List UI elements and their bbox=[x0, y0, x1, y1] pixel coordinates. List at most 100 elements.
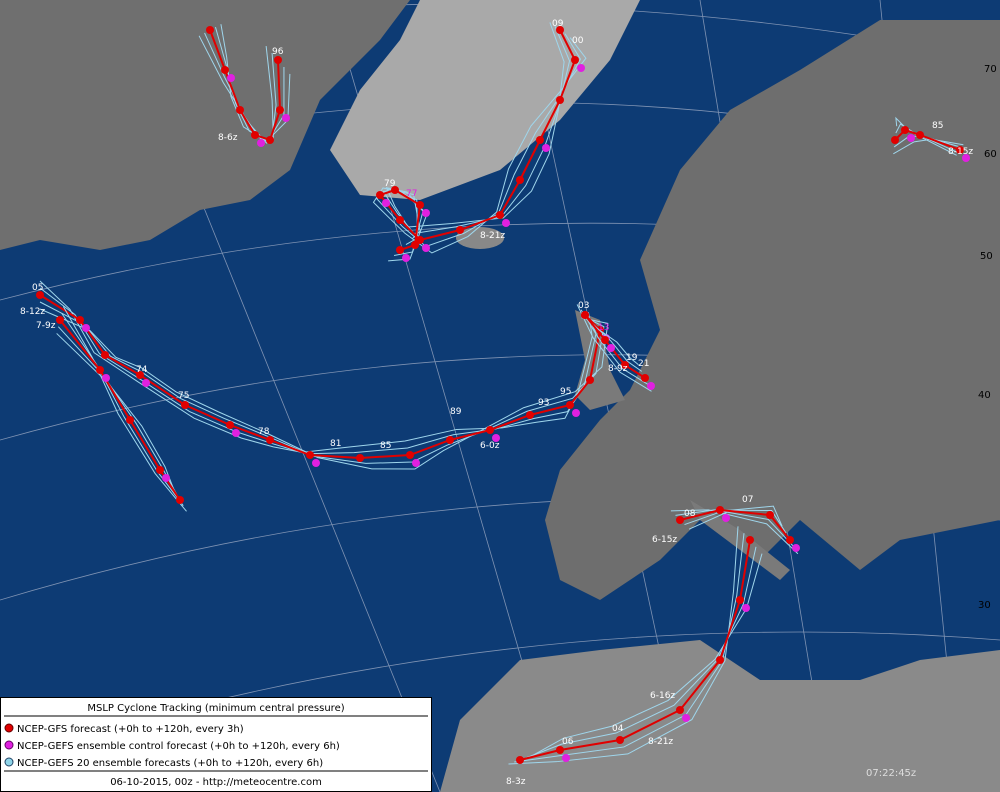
track-label: 81 bbox=[330, 439, 341, 449]
gfs-point bbox=[456, 226, 464, 234]
track-label: 6-15z bbox=[652, 535, 677, 545]
control-point bbox=[572, 409, 580, 417]
control-point bbox=[722, 514, 730, 522]
gfs-point bbox=[274, 56, 282, 64]
ensemble-track bbox=[895, 116, 957, 156]
iceland bbox=[456, 227, 504, 249]
gfs-point bbox=[556, 26, 564, 34]
control-point bbox=[577, 64, 585, 72]
legend-footer: 06-10-2015, 00z - http://meteocentre.com bbox=[110, 777, 322, 788]
gfs-point bbox=[221, 66, 229, 74]
track-label: 6-16z bbox=[650, 691, 675, 701]
gfs-point bbox=[616, 736, 624, 744]
control-point bbox=[647, 382, 655, 390]
latitude-label: 60 bbox=[984, 149, 997, 160]
control-point bbox=[282, 114, 290, 122]
gfs-point bbox=[526, 411, 534, 419]
gfs-point bbox=[76, 316, 84, 324]
control-point bbox=[682, 714, 690, 722]
track-label: 09 bbox=[552, 19, 564, 29]
ensemble-track bbox=[198, 35, 274, 144]
legend-marker bbox=[4, 757, 14, 767]
track-label: 74 bbox=[136, 365, 148, 375]
clock: 07:22:45z bbox=[866, 768, 916, 779]
control-point bbox=[312, 459, 320, 467]
track-label: 08 bbox=[684, 509, 696, 519]
ensemble-track bbox=[576, 304, 652, 392]
track-label: 19 bbox=[626, 353, 638, 363]
ensemble-track bbox=[688, 505, 783, 530]
track-label: 8-3z bbox=[506, 777, 526, 787]
ensemble-track bbox=[684, 509, 787, 534]
gfs-point bbox=[306, 451, 314, 459]
gfs-point bbox=[676, 516, 684, 524]
legend-box bbox=[0, 697, 432, 792]
gfs-point bbox=[406, 451, 414, 459]
gfs-point bbox=[411, 241, 419, 249]
gfs-point bbox=[641, 374, 649, 382]
control-point bbox=[962, 154, 970, 162]
track-labels: 8-12z 7-9z 05 74 75 78 81 85 89 93 95 6-… bbox=[20, 19, 973, 787]
gfs-point bbox=[571, 56, 579, 64]
track-label: 77 bbox=[406, 189, 417, 199]
britain bbox=[575, 310, 625, 410]
gfs-point bbox=[251, 131, 259, 139]
gfs-point bbox=[901, 126, 909, 134]
control-point bbox=[232, 429, 240, 437]
control-point bbox=[382, 199, 390, 207]
gfs-track bbox=[584, 314, 646, 379]
control-point bbox=[792, 544, 800, 552]
track-label: 8-6z bbox=[218, 133, 238, 143]
legend-marker bbox=[4, 723, 14, 733]
control-point bbox=[102, 374, 110, 382]
track-label: 8-9z bbox=[608, 364, 628, 374]
track-label: 13 bbox=[598, 323, 609, 333]
ensemble-track bbox=[525, 546, 757, 759]
gfs-point bbox=[126, 416, 134, 424]
track-label: 8-21z bbox=[480, 231, 505, 241]
ensemble-track bbox=[508, 526, 739, 765]
track-label: 93 bbox=[538, 398, 549, 408]
gfs-point bbox=[156, 466, 164, 474]
track-label: 7-9z bbox=[36, 321, 56, 331]
control-point bbox=[562, 754, 570, 762]
gfs-point bbox=[96, 366, 104, 374]
track-label: 00 bbox=[572, 36, 584, 46]
track-label: 85 bbox=[932, 121, 943, 131]
track-label: 8-12z bbox=[20, 307, 45, 317]
legend-item: NCEP-GEFS ensemble control forecast (+0h… bbox=[17, 741, 340, 752]
gfs-point bbox=[176, 496, 184, 504]
gfs-point bbox=[416, 236, 424, 244]
gfs-point bbox=[206, 26, 214, 34]
gfs-point bbox=[746, 536, 754, 544]
ensemble-track bbox=[675, 509, 795, 548]
ensemble-track bbox=[372, 37, 587, 254]
gfs-point bbox=[601, 336, 609, 344]
track-label: 75 bbox=[178, 391, 189, 401]
gfs-point bbox=[56, 316, 64, 324]
gfs-point bbox=[586, 376, 594, 384]
latitude-label: 30 bbox=[978, 600, 991, 611]
control-point bbox=[257, 139, 265, 147]
gfs-point bbox=[36, 291, 44, 299]
gfs-track bbox=[679, 508, 791, 541]
track-label: 85 bbox=[380, 441, 391, 451]
gfs-point bbox=[416, 201, 424, 209]
gfs-point bbox=[226, 421, 234, 429]
control-point bbox=[142, 379, 150, 387]
track-label: 8-15z bbox=[948, 147, 973, 157]
gfs-point bbox=[486, 426, 494, 434]
control-point bbox=[502, 219, 510, 227]
track-label: 06 bbox=[562, 737, 574, 747]
track-label: 21 bbox=[638, 359, 649, 369]
gfs-point bbox=[916, 131, 924, 139]
gfs-point bbox=[276, 106, 284, 114]
gfs-point bbox=[736, 596, 744, 604]
legend-item: NCEP-GEFS 20 ensemble forecasts (+0h to … bbox=[17, 758, 323, 769]
control-point bbox=[422, 244, 430, 252]
ensemble-track bbox=[893, 138, 964, 155]
legend-title: MSLP Cyclone Tracking (minimum central p… bbox=[87, 703, 344, 714]
control-point bbox=[82, 324, 90, 332]
